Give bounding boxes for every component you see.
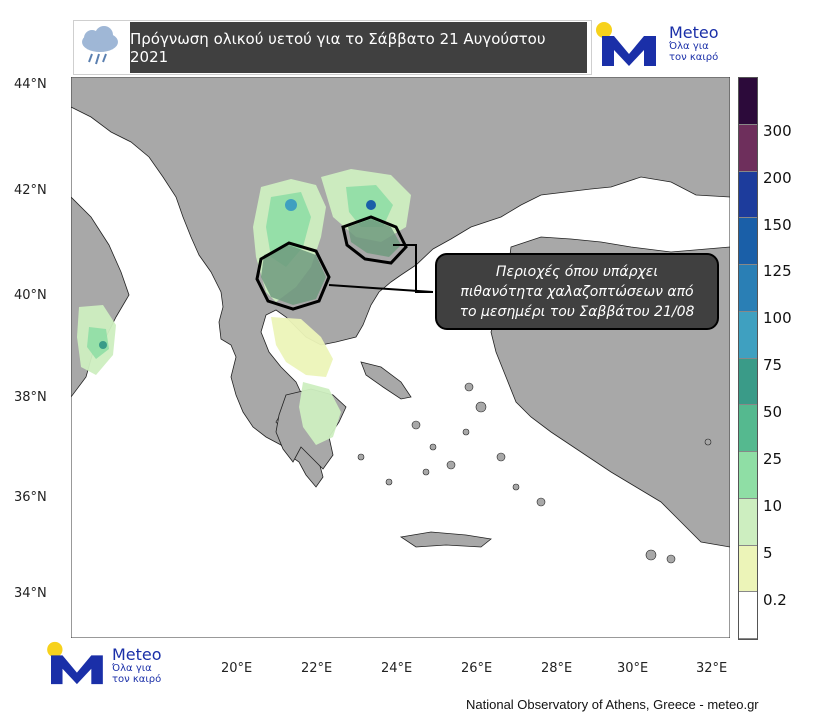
lon-label: 28°E	[541, 661, 573, 676]
colorbar-label: 50	[763, 403, 783, 421]
logo-tagline-2: τον καιρό	[669, 52, 719, 63]
colorbar-label: 0.2	[763, 591, 787, 609]
lon-label: 20°E	[221, 661, 253, 676]
lat-label: 34°N	[14, 586, 47, 601]
lon-label: 22°E	[301, 661, 333, 676]
precipitation-map	[71, 77, 730, 638]
map-title: Πρόγνωση ολικού υετού για το Σάββατο 21 …	[130, 29, 546, 66]
colorbar-segment	[739, 545, 757, 593]
colorbar-label: 75	[763, 356, 783, 374]
lon-label: 32°E	[696, 661, 728, 676]
logo-tagline-1: Όλα για	[669, 41, 709, 52]
colorbar-label: 300	[763, 122, 792, 140]
rain-cloud-icon	[76, 24, 124, 72]
callout-line: πιθανότητα χαλαζοπτώσεων από	[460, 283, 694, 300]
colorbar-segment	[739, 78, 757, 125]
colorbar-segment	[739, 171, 757, 219]
footer-credit: National Observatory of Athens, Greece -…	[466, 697, 759, 712]
colorbar-segment	[739, 498, 757, 546]
meteo-logo-bottom: Meteo Όλα για τον καιρό	[40, 640, 180, 690]
hail-risk-area-east	[341, 215, 408, 265]
colorbar-label: 200	[763, 169, 792, 187]
lat-label: 44°N	[14, 77, 47, 92]
colorbar-label: 10	[763, 497, 783, 515]
colorbar-label: 125	[763, 262, 792, 280]
callout-connector	[328, 244, 434, 293]
lat-label: 38°N	[14, 390, 47, 405]
lon-label: 24°E	[381, 661, 413, 676]
callout-line: το μεσημέρι του Σαββάτου 21/08	[459, 303, 695, 320]
map-canvas	[71, 77, 730, 638]
meteo-m-logo-icon	[47, 641, 103, 685]
meteo-logo-top: Meteo Όλα για τον καιρό	[596, 20, 736, 75]
callout-line: Περιοχές όπου υπάρχει	[495, 263, 659, 280]
lat-label: 40°N	[14, 288, 47, 303]
colorbar-label: 100	[763, 309, 792, 327]
colorbar-label: 25	[763, 450, 783, 468]
colorbar-segment	[739, 311, 757, 359]
colorbar-segment	[739, 592, 757, 639]
landmass-euboea	[360, 361, 412, 400]
logo-tagline-2: τον καιρό	[112, 674, 162, 685]
lon-label: 30°E	[617, 661, 649, 676]
precipitation-overlay	[77, 169, 411, 445]
lat-label: 36°N	[14, 490, 47, 505]
logo-brand: Meteo	[669, 23, 719, 42]
colorbar-segment	[739, 405, 757, 452]
lon-label: 26°E	[461, 661, 493, 676]
title-box: Πρόγνωση ολικού υετού για το Σάββατο 21 …	[130, 22, 587, 73]
precipitation-colorbar	[738, 77, 758, 640]
logo-brand: Meteo	[112, 645, 162, 664]
hail-callout-box: Περιοχές όπου υπάρχει πιθανότητα χαλαζοπ…	[435, 253, 719, 330]
colorbar-segment	[739, 218, 757, 265]
aegean-islands	[357, 382, 712, 564]
meteo-m-logo-icon	[596, 22, 656, 66]
colorbar-segment	[739, 265, 757, 312]
logo-tagline-1: Όλα για	[112, 663, 152, 674]
colorbar-label: 5	[763, 544, 773, 562]
landmass-crete	[399, 531, 492, 548]
hail-risk-area-west	[255, 241, 331, 311]
colorbar-segment	[739, 124, 757, 172]
lat-label: 42°N	[14, 183, 47, 198]
colorbar-segment	[739, 358, 757, 406]
colorbar-segment	[739, 452, 757, 499]
colorbar-label: 150	[763, 216, 792, 234]
